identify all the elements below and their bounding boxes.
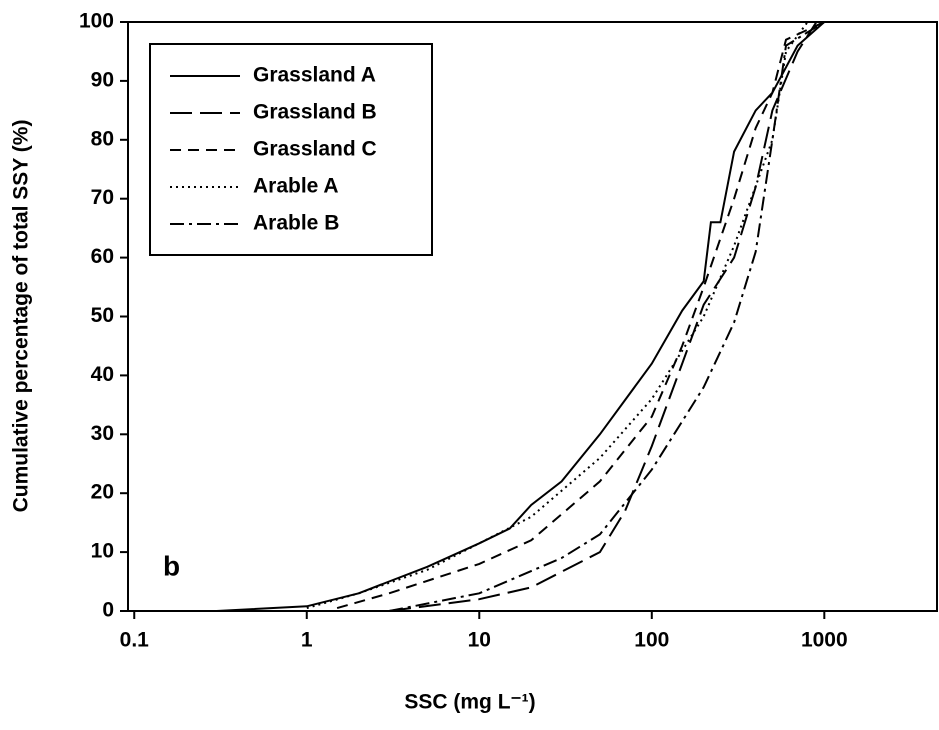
legend-label: Grassland C <box>253 138 377 161</box>
legend-label: Arable B <box>253 212 339 235</box>
legend-label: Grassland A <box>253 64 376 87</box>
x-tick-label: 100 <box>634 629 669 652</box>
x-tick-label: 1 <box>301 629 313 652</box>
x-tick-label: 1000 <box>801 629 848 652</box>
x-axis-label: SSC (mg L⁻¹) <box>404 691 535 714</box>
y-tick-label: 20 <box>91 481 114 504</box>
x-tick-label: 10 <box>468 629 491 652</box>
y-tick-label: 70 <box>91 186 114 209</box>
y-tick-label: 90 <box>91 68 114 91</box>
legend-label: Grassland B <box>253 101 377 124</box>
y-tick-label: 100 <box>79 10 114 33</box>
y-tick-label: 30 <box>91 422 114 445</box>
series-line <box>388 21 818 612</box>
y-tick-label: 60 <box>91 245 114 268</box>
y-axis-label: Cumulative percentage of total SSY (%) <box>10 120 33 513</box>
series-line <box>336 21 825 610</box>
y-tick-label: 80 <box>91 127 114 150</box>
legend-label: Arable A <box>253 175 339 198</box>
series-line <box>216 21 877 612</box>
series-line <box>388 21 825 612</box>
y-tick-label: 50 <box>91 304 114 327</box>
y-tick-label: 10 <box>91 540 114 563</box>
x-tick-label: 0.1 <box>120 629 150 652</box>
y-tick-label: 0 <box>102 599 114 622</box>
y-tick-label: 40 <box>91 363 114 386</box>
panel-label: b <box>163 550 180 581</box>
